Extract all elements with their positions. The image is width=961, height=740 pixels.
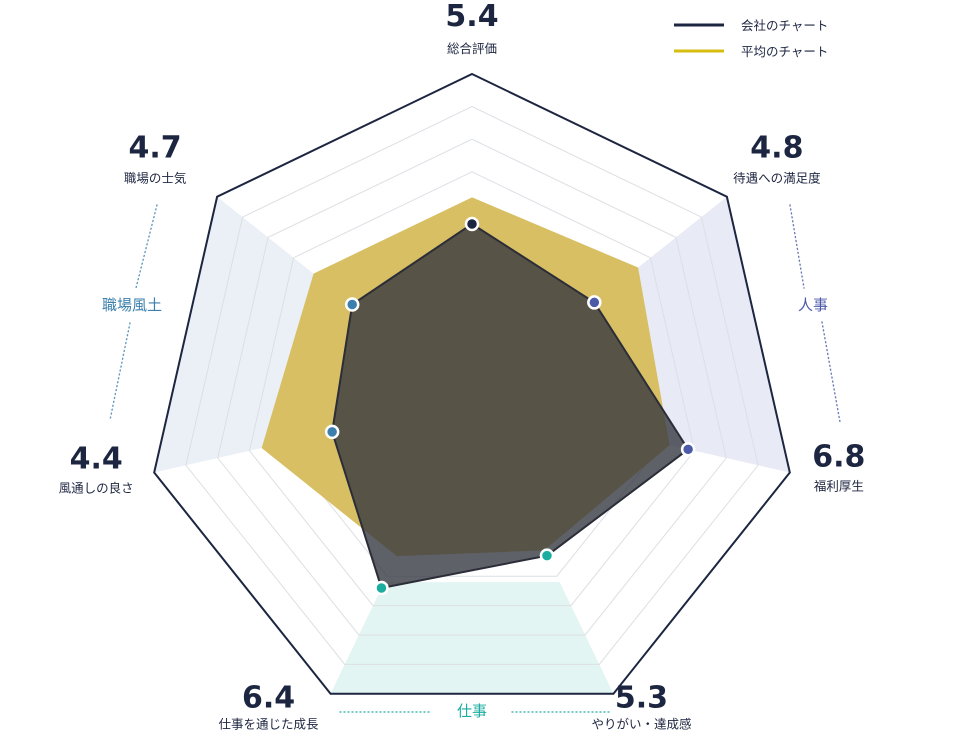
axis-score-1: 4.8 [750, 131, 803, 166]
group-connector-1-0 [789, 204, 805, 289]
group-band-1 [630, 196, 790, 473]
axis-label-5: 風通しの良さ [59, 481, 134, 496]
group-connector-1-1 [821, 321, 841, 423]
axis-score-4: 6.4 [242, 681, 295, 716]
group-connector-0-0 [135, 204, 158, 289]
company-point-4 [374, 580, 389, 596]
company-point-1 [587, 295, 602, 310]
grid-ring-8 [217, 138, 727, 636]
company-point-3 [539, 548, 555, 563]
company-point-2 [680, 442, 696, 457]
axis-score-2: 6.8 [812, 440, 865, 475]
axis-label-4: 仕事を通じた成長 [219, 717, 320, 732]
axis-label-6: 職場の士気 [124, 171, 187, 186]
company-series-area [331, 222, 690, 590]
radar-outer-frame [153, 72, 791, 695]
company-point-5 [324, 424, 340, 440]
group-label-1: 人事 [798, 296, 828, 314]
company-point-6 [344, 297, 360, 312]
legend-label-1: 平均のチャート [741, 44, 828, 59]
axis-label-1: 待遇への満足度 [733, 171, 821, 186]
axis-label-3: やりがい・達成感 [591, 717, 691, 732]
company-point-0 [464, 216, 480, 232]
axis-label-0: 総合評価 [447, 41, 497, 56]
legend-label-0: 会社のチャート [741, 18, 828, 33]
axis-score-0: 5.4 [445, 0, 498, 34]
axis-score-3: 5.3 [615, 681, 668, 716]
group-band-2 [330, 582, 614, 694]
axis-label-2: 福利厚生 [814, 479, 864, 494]
group-label-0: 職場風土 [102, 296, 162, 314]
group-connector-0-1 [109, 322, 131, 421]
grid-ring-9 [185, 106, 759, 665]
group-label-2: 仕事 [457, 702, 487, 720]
grid-ring-7 [248, 171, 696, 607]
axis-score-5: 4.4 [70, 442, 123, 477]
axis-score-6: 4.7 [129, 131, 182, 166]
group-band-0 [154, 196, 314, 473]
